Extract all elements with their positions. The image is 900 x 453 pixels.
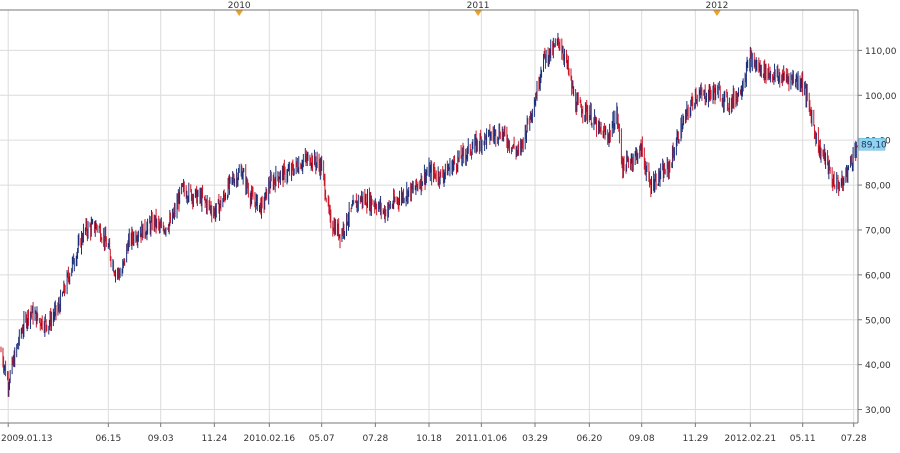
year-marker-icon (235, 10, 244, 16)
x-tick-label: 06.15 (95, 434, 121, 444)
x-tick-label: 05.07 (309, 434, 335, 444)
y-tick-label: 30,00 (865, 406, 891, 416)
axis-labels: 30,0040,0050,0060,0070,0080,0090,00100,0… (1, 1, 897, 444)
x-tick-label: 11.24 (201, 434, 227, 444)
x-tick-label: 10.18 (416, 434, 442, 444)
x-tick-label: 2011.01.06 (456, 434, 508, 444)
year-marker-label: 2010 (228, 1, 251, 11)
x-tick-label: 2009.01.13 (1, 434, 53, 444)
x-tick-label: 09.08 (629, 434, 655, 444)
current-price-tag (858, 137, 886, 151)
year-marker-icon (712, 10, 721, 16)
year-marker-label: 2011 (467, 1, 490, 11)
year-marker-label: 2012 (705, 1, 728, 11)
y-tick-label: 50,00 (865, 316, 891, 326)
grid-lines (0, 10, 858, 423)
year-marker-icon (474, 10, 483, 16)
y-tick-label: 110,00 (865, 47, 897, 57)
x-tick-label: 06.20 (576, 434, 602, 444)
x-tick-label: 05.11 (790, 434, 816, 444)
y-tick-label: 60,00 (865, 271, 891, 281)
x-tick-label: 09.03 (148, 434, 174, 444)
year-markers (235, 10, 721, 16)
y-tick-label: 100,00 (865, 92, 897, 102)
x-tick-label: 2010.02.16 (244, 434, 296, 444)
y-tick-label: 40,00 (865, 361, 891, 371)
x-tick-label: 11.29 (682, 434, 708, 444)
current-price-label: 89,10 (861, 141, 887, 151)
x-tick-label: 03.29 (522, 434, 548, 444)
x-tick-label: 07.28 (362, 434, 388, 444)
price-series (0, 32, 858, 397)
y-tick-label: 80,00 (865, 182, 891, 192)
x-tick-label: 07.28 (841, 434, 867, 444)
x-tick-label: 2012.02.21 (725, 434, 777, 444)
axes (0, 9, 862, 427)
y-tick-label: 70,00 (865, 226, 891, 236)
